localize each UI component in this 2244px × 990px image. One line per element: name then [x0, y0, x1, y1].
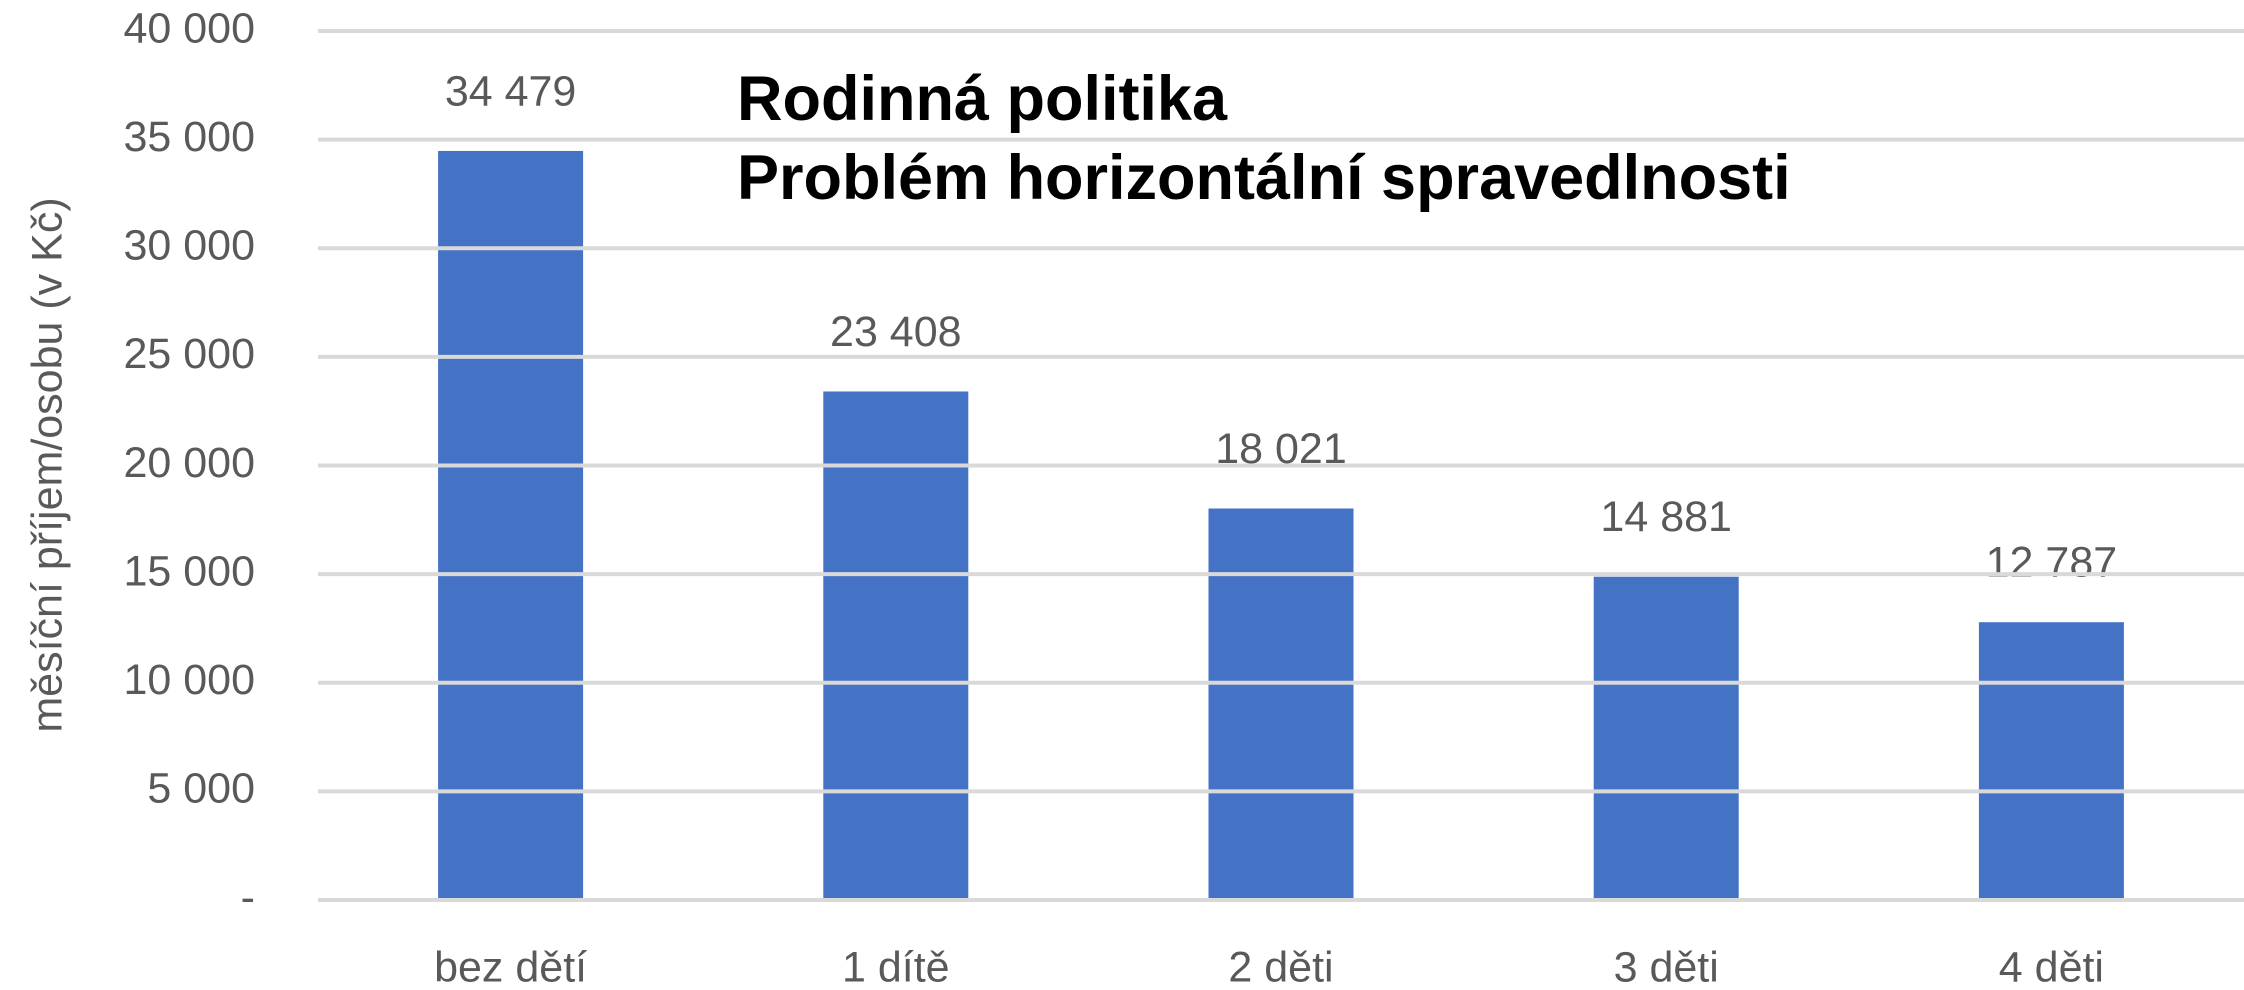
x-tick-label: 2 děti: [1228, 943, 1333, 990]
chart-subtitle: Problém horizontální spravedlnosti: [737, 143, 1791, 213]
chart-title: Rodinná politika: [737, 64, 1228, 134]
value-label: 12 787: [1986, 539, 2118, 587]
x-tick-label: 4 děti: [1999, 943, 2104, 990]
value-label: 14 881: [1600, 493, 1732, 541]
value-label: 34 479: [445, 67, 577, 115]
y-tick-label: 30 000: [123, 222, 255, 270]
y-tick-label: 15 000: [123, 547, 255, 595]
bar: [1978, 622, 2124, 900]
y-axis-label: měsíční příjem/osobu (v Kč): [23, 197, 71, 732]
y-tick-label: 40 000: [123, 4, 255, 52]
y-tick-label: 5 000: [147, 765, 255, 813]
x-tick-label: 3 děti: [1614, 943, 1719, 990]
y-tick-label: 20 000: [123, 439, 255, 487]
bar: [1593, 576, 1739, 900]
value-label: 23 408: [830, 308, 962, 356]
y-tick-label: 10 000: [123, 656, 255, 704]
bar: [823, 391, 969, 900]
x-tick-label: 1 dítě: [842, 943, 950, 990]
y-tick-label: 35 000: [123, 113, 255, 161]
bar: [438, 150, 584, 900]
bar: [1208, 508, 1354, 900]
x-tick-label: bez dětí: [434, 943, 587, 990]
y-tick-label: 25 000: [123, 330, 255, 378]
y-tick-label: -: [241, 873, 255, 921]
